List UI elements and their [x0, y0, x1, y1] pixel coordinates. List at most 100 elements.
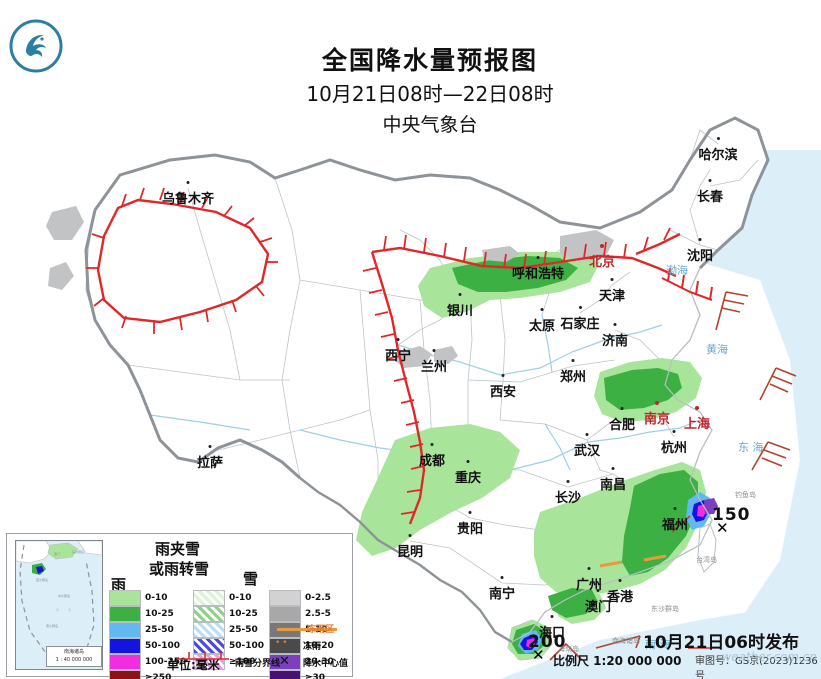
forecast-period: 10月21日08时—22日08时	[306, 82, 554, 106]
city-dot-icon	[694, 406, 699, 410]
city-label: 太原	[529, 308, 555, 334]
legend-swatch	[269, 654, 301, 670]
city-dot-icon	[186, 181, 190, 184]
city-dot-icon	[596, 589, 600, 592]
legend-swatch	[269, 638, 301, 654]
publish-time: 10月21日06时发布	[643, 633, 799, 653]
city-dot-icon	[430, 443, 434, 446]
legend-swatch	[193, 590, 225, 606]
legend-swatch	[109, 606, 141, 622]
city-label: 呼和浩特	[511, 256, 565, 282]
svg-text:澳门: 澳门	[54, 551, 60, 556]
city-name: 重庆	[454, 471, 482, 486]
city-name: 拉萨	[196, 456, 224, 471]
city-name: 济南	[601, 334, 629, 349]
city-dot-icon	[620, 407, 624, 410]
legend-swatch-label: 100-250	[145, 657, 187, 667]
city-label: 重庆	[454, 460, 482, 486]
city-name: 成都	[418, 454, 446, 469]
city-dot-icon	[536, 256, 540, 259]
island-label: 南海诸岛	[612, 637, 640, 645]
legend-swatch-label: ≥250	[145, 673, 172, 679]
legend-swatch-label: 50-100	[145, 641, 181, 651]
city-label: 成都	[418, 443, 446, 469]
snow-line-label: 雨雪分界线	[235, 659, 281, 669]
city-label: 西宁	[385, 338, 411, 364]
city-label: 乌鲁木齐	[162, 181, 214, 207]
city-dot-icon	[672, 430, 676, 433]
legend-sleet-header-2: 或雨转雪	[149, 560, 210, 578]
city-dot-icon	[571, 359, 575, 362]
city-dot-icon	[458, 293, 462, 296]
city-dot-icon	[501, 374, 505, 377]
city-name: 北京	[588, 255, 616, 270]
city-label: 杭州	[660, 430, 688, 456]
legend-swatch	[109, 638, 141, 654]
city-label: 南昌	[600, 467, 626, 493]
city-name: 兰州	[420, 360, 448, 375]
legend-swatch	[193, 606, 225, 622]
island-label: 东沙群岛	[651, 605, 679, 613]
legend-swatch	[269, 606, 301, 622]
city-dot-icon	[599, 244, 604, 248]
island-label: 海南岛	[558, 645, 579, 653]
city-dot-icon	[432, 349, 436, 352]
cma-dragon-logo	[9, 19, 63, 73]
city-dot-icon	[610, 278, 614, 281]
city-dot-icon	[466, 460, 470, 463]
legend-swatch-label: ≥30	[305, 673, 326, 679]
city-dot-icon	[716, 137, 720, 140]
city-dot-icon	[500, 576, 504, 579]
city-name: 澳门	[584, 600, 612, 615]
island-label: 钓鱼岛	[735, 491, 756, 499]
city-name: 石家庄	[560, 317, 600, 332]
city-name: 天津	[598, 289, 626, 304]
city-label: 武汉	[574, 433, 600, 459]
legend-swatch	[109, 622, 141, 638]
sea-label: 渤海	[666, 264, 688, 277]
legend-swatch-label: 0-10	[145, 593, 168, 603]
city-dot-icon	[673, 507, 677, 510]
legend-swatch-label: 10-25	[229, 609, 258, 619]
city-name: 长沙	[554, 491, 582, 506]
center-value-label: 降水中心值	[303, 659, 349, 669]
freeze-area-swatch	[277, 628, 337, 631]
city-dot-icon	[611, 467, 615, 470]
legend-rain-header: 雨	[111, 576, 127, 594]
legend-swatch-label: ≥100	[229, 657, 256, 667]
city-name: 长春	[696, 190, 724, 205]
sea-label: 东 海	[738, 441, 764, 454]
freeze-rain-label: 冻雨	[303, 642, 322, 652]
city-label: 香港	[607, 579, 633, 605]
legend-swatch-label: 50-100	[229, 641, 265, 651]
city-label: 天津	[598, 278, 626, 304]
city-name: 合肥	[608, 418, 636, 433]
svg-text:南沙群岛: 南沙群岛	[46, 623, 58, 628]
svg-text:南: 南	[56, 607, 59, 612]
city-dot-icon	[396, 338, 400, 341]
city-dot-icon	[654, 401, 659, 405]
legend-swatch	[193, 638, 225, 654]
legend-sleet-header-1: 雨夹雪	[155, 540, 201, 558]
legend-swatch-label: 20-30	[305, 657, 334, 667]
svg-text:东沙群岛: 东沙群岛	[72, 549, 84, 554]
city-name: 南京	[643, 412, 671, 427]
city-dot-icon	[578, 306, 582, 309]
inset-scale-box: 南海诸岛 1 : 40 000 000	[46, 646, 102, 667]
svg-text:中沙群岛: 中沙群岛	[58, 593, 70, 598]
legend-swatch	[269, 590, 301, 606]
page-title: 全国降水量预报图	[321, 46, 538, 75]
legend-swatch	[193, 622, 225, 638]
city-dot-icon	[708, 179, 712, 182]
city-name: 沈阳	[686, 249, 714, 264]
city-label: 西安	[490, 374, 516, 400]
city-name: 郑州	[559, 370, 587, 385]
site-watermark: weather.com.cn	[721, 650, 817, 664]
city-dot-icon	[208, 445, 212, 448]
city-name: 杭州	[660, 441, 688, 456]
legend-swatch	[109, 590, 141, 606]
city-name: 呼和浩特	[511, 267, 565, 282]
city-name: 南宁	[488, 587, 516, 602]
snow-line-swatch	[177, 652, 229, 660]
svg-text:海: 海	[68, 607, 71, 612]
